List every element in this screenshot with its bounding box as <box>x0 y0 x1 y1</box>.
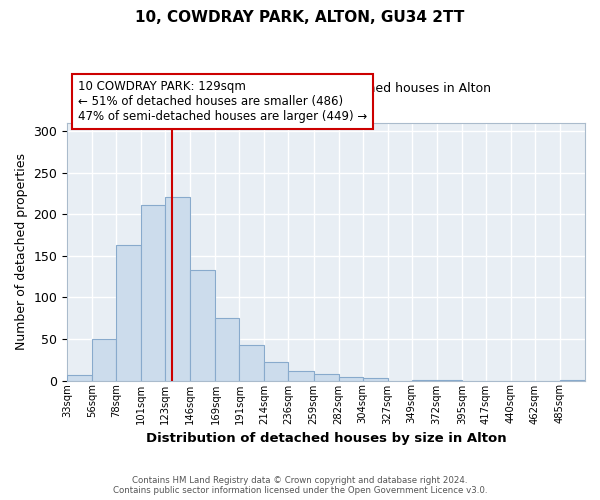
Bar <box>67 374 92 380</box>
Text: 10, COWDRAY PARK, ALTON, GU34 2TT: 10, COWDRAY PARK, ALTON, GU34 2TT <box>136 10 464 25</box>
Text: 10 COWDRAY PARK: 129sqm
← 51% of detached houses are smaller (486)
47% of semi-d: 10 COWDRAY PARK: 129sqm ← 51% of detache… <box>77 80 367 123</box>
Bar <box>338 377 362 380</box>
Bar <box>190 270 215 380</box>
Bar <box>362 378 388 380</box>
Bar <box>265 362 289 380</box>
Bar <box>165 197 190 380</box>
Bar <box>289 372 314 380</box>
Y-axis label: Number of detached properties: Number of detached properties <box>15 154 28 350</box>
Bar <box>239 345 265 380</box>
Text: Contains HM Land Registry data © Crown copyright and database right 2024.
Contai: Contains HM Land Registry data © Crown c… <box>113 476 487 495</box>
Bar <box>141 205 165 380</box>
X-axis label: Distribution of detached houses by size in Alton: Distribution of detached houses by size … <box>146 432 506 445</box>
Title: Size of property relative to detached houses in Alton: Size of property relative to detached ho… <box>161 82 491 96</box>
Bar <box>314 374 338 380</box>
Bar <box>92 339 116 380</box>
Bar <box>116 245 141 380</box>
Bar <box>215 318 239 380</box>
